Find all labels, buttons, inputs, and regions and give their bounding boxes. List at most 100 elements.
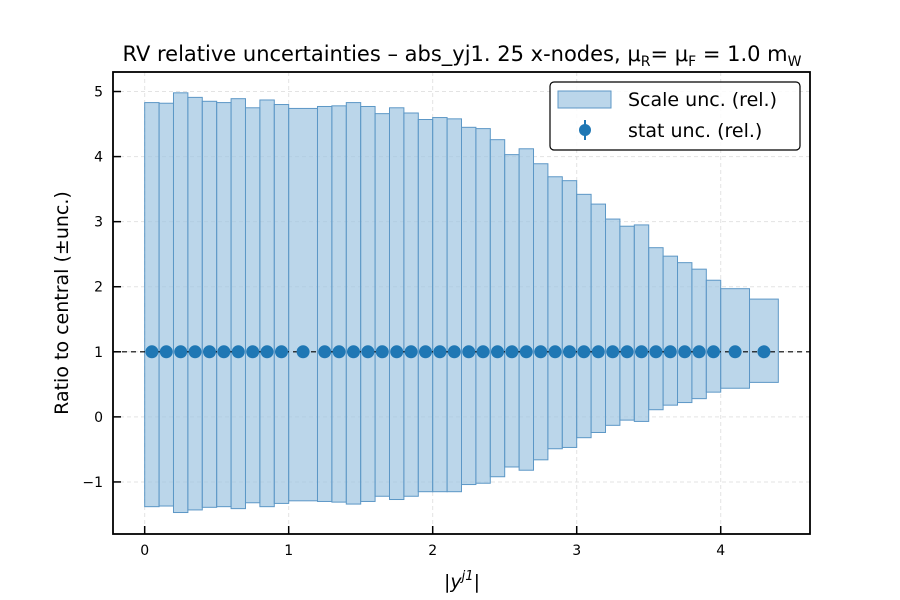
scale-bar (489, 139, 506, 478)
scale-bar (432, 117, 448, 493)
scale-bar (662, 255, 679, 406)
stat-point (361, 345, 375, 359)
y-tick-label: 5 (94, 85, 103, 101)
stat-point (728, 345, 742, 359)
scale-bar (504, 154, 520, 468)
y-tick-label: 3 (94, 215, 103, 231)
stat-point (217, 345, 231, 359)
scale-bar (605, 218, 621, 426)
stat-point (491, 345, 505, 359)
x-tick-label: 2 (428, 543, 437, 559)
scale-bar (216, 102, 232, 508)
stat-point (390, 345, 404, 359)
scale-bar (475, 128, 491, 484)
y-tick-label: 1 (94, 345, 103, 361)
y-tick-label: 2 (94, 280, 103, 296)
stat-point (145, 345, 159, 359)
stat-points (145, 345, 771, 359)
scale-bar (677, 262, 693, 404)
legend-box (549, 81, 801, 151)
scale-bar (720, 288, 751, 389)
stat-point (433, 345, 447, 359)
scale-bar (561, 180, 578, 448)
x-tick-label: 1 (284, 543, 293, 559)
x-tick-label: 0 (140, 543, 149, 559)
stat-point (591, 345, 605, 359)
scale-bar (345, 102, 362, 505)
y-tick-label: 4 (94, 150, 103, 166)
stat-point (332, 345, 346, 359)
stat-point (462, 345, 476, 359)
scale-bar (691, 268, 707, 400)
scale-bar (187, 96, 203, 511)
scale-bar (648, 247, 664, 411)
stat-point (174, 345, 188, 359)
x-axis-label: |yj1| (444, 569, 480, 593)
legend: Scale unc. (rel.) stat unc. (rel.) (549, 81, 801, 151)
y-axis-label: Ratio to central (±unc.) (51, 191, 73, 415)
scale-bar (360, 105, 376, 502)
scale-bar (158, 102, 174, 507)
stat-point (519, 345, 533, 359)
stat-point (678, 345, 692, 359)
legend-stat-marker (579, 124, 591, 136)
scale-bar (244, 107, 261, 504)
x-tick-label: 3 (572, 543, 581, 559)
scale-bar (172, 92, 189, 514)
stat-point (476, 345, 490, 359)
stat-point (635, 345, 649, 359)
stat-point (577, 345, 591, 359)
stat-point (188, 345, 202, 359)
scale-bar (273, 104, 290, 504)
stat-point (649, 345, 663, 359)
scale-bar (619, 225, 635, 421)
scale-bar (576, 193, 592, 439)
stat-point (663, 345, 677, 359)
scale-bar (388, 107, 405, 501)
scale-bar (547, 176, 563, 450)
stat-point (692, 345, 706, 359)
scale-bar (417, 119, 434, 493)
legend-scale-swatch (557, 90, 612, 109)
stat-point (447, 345, 461, 359)
stat-point (505, 345, 519, 359)
stat-point (375, 345, 389, 359)
x-tick-label: 4 (716, 543, 725, 559)
scale-bar (230, 98, 246, 510)
stat-point (548, 345, 562, 359)
stat-point (707, 345, 721, 359)
stat-point (404, 345, 418, 359)
legend-stat-label: stat unc. (rel.) (628, 120, 762, 142)
scale-bar (288, 107, 318, 502)
scale-bar (374, 113, 390, 497)
scale-bar (201, 100, 218, 508)
x-axis-ticks: 0 1 2 3 4 (140, 526, 725, 559)
y-tick-label: 0 (94, 410, 103, 426)
scale-bar (403, 112, 419, 497)
scale-bar (144, 102, 160, 508)
stat-point (202, 345, 216, 359)
stat-point (606, 345, 620, 359)
scale-bar (259, 99, 275, 508)
chart-title: RV relative uncertainties – abs_yj1. 25 … (123, 42, 802, 70)
stat-point (418, 345, 432, 359)
stat-point (246, 345, 260, 359)
legend-scale-label: Scale unc. (rel.) (628, 89, 777, 111)
scale-bar (705, 279, 722, 393)
stat-point (318, 345, 332, 359)
y-axis-ticks: −1 0 1 2 3 4 5 (82, 85, 121, 491)
scale-bar (590, 203, 607, 433)
plot-frame (112, 71, 811, 535)
scale-bar (331, 105, 347, 503)
stat-point (231, 345, 245, 359)
stat-point (260, 345, 274, 359)
stat-point (757, 345, 771, 359)
stat-point (296, 345, 310, 359)
scale-bar (749, 298, 779, 383)
scale-bar (533, 163, 549, 461)
scale-bar (518, 148, 535, 471)
scale-uncertainty-bars (144, 92, 779, 514)
scale-bar (461, 126, 477, 486)
stat-point (563, 345, 577, 359)
